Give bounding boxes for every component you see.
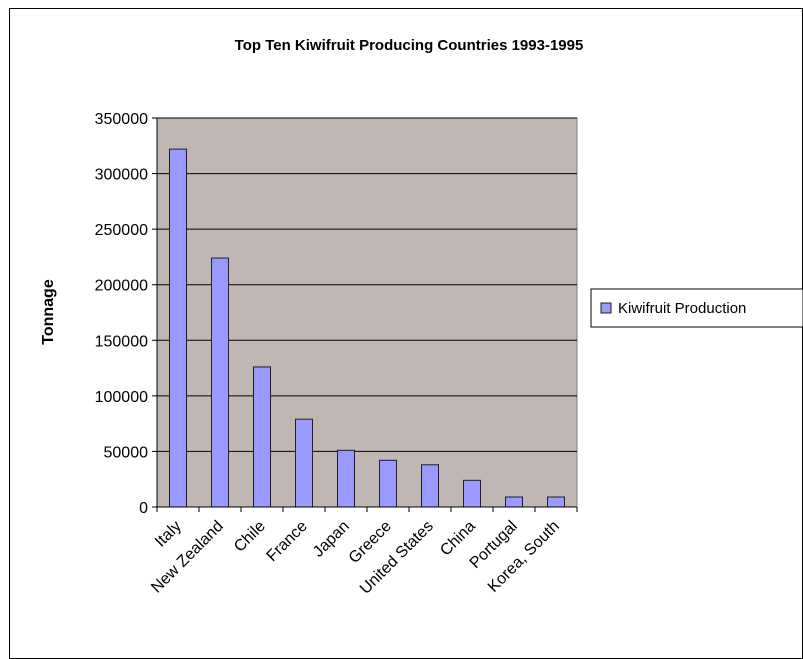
y-tick-label: 250000: [95, 222, 148, 239]
y-tick-label: 200000: [95, 278, 148, 295]
y-tick-label: 150000: [95, 333, 148, 350]
legend-label: Kiwifruit Production: [618, 300, 746, 317]
y-axis-title: Tonnage: [40, 279, 57, 345]
bars: [169, 148, 565, 508]
x-tick-label: France: [264, 518, 311, 565]
y-tick-label: 0: [139, 500, 148, 517]
bar: [421, 464, 439, 508]
y-tick-label: 350000: [95, 111, 148, 128]
bar: [211, 257, 229, 508]
x-tick-label: Italy: [152, 518, 185, 551]
bar: [295, 418, 313, 508]
bar: [547, 496, 565, 508]
legend: Kiwifruit Production: [590, 288, 803, 328]
chart-title: Top Ten Kiwifruit Producing Countries 19…: [235, 37, 584, 54]
legend-box: [590, 288, 803, 328]
x-tick-label: Chile: [231, 518, 269, 556]
y-tick-label: 100000: [95, 389, 148, 406]
bar: [169, 148, 187, 508]
bar: [337, 449, 355, 508]
y-tick-labels: 0 50000 100000 150000 200000 250000 300000 3500…: [95, 111, 148, 517]
bar: [463, 479, 481, 508]
bar: [253, 366, 271, 508]
axes: [152, 117, 578, 512]
legend-swatch: [600, 302, 612, 314]
bar: [379, 459, 397, 508]
x-tick-label: United States: [357, 518, 437, 598]
y-tick-label: 50000: [104, 444, 149, 461]
y-tick-label: 300000: [95, 167, 148, 184]
bar: [505, 496, 523, 508]
